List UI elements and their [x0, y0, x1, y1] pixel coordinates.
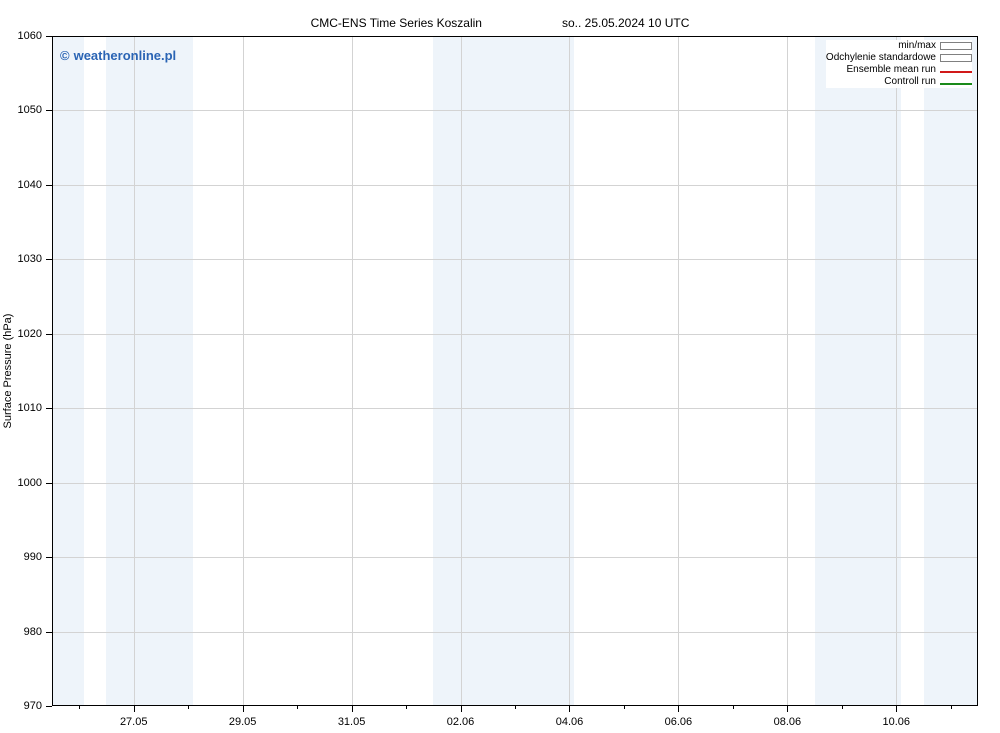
- gridline-h: [52, 259, 978, 260]
- x-tick-label: 29.05: [229, 716, 257, 728]
- gridline-v: [134, 36, 135, 706]
- legend-label: Ensemble mean run: [847, 64, 941, 76]
- gridline-h: [52, 334, 978, 335]
- legend-item: Ensemble mean run: [826, 64, 972, 76]
- x-tick: [134, 706, 135, 712]
- gridline-v: [896, 36, 897, 706]
- y-tick: [46, 185, 52, 186]
- x-tick-label: 06.06: [665, 716, 693, 728]
- weekend-band: [924, 36, 978, 706]
- weekend-band: [815, 36, 901, 706]
- x-tick-minor: [297, 706, 298, 709]
- x-tick-label: 10.06: [883, 716, 911, 728]
- y-tick-label: 970: [0, 700, 42, 712]
- y-tick-label: 1060: [0, 30, 42, 42]
- y-tick: [46, 557, 52, 558]
- x-tick-label: 04.06: [556, 716, 584, 728]
- y-tick: [46, 334, 52, 335]
- y-tick: [46, 259, 52, 260]
- chart-title-right: so.. 25.05.2024 10 UTC: [562, 16, 689, 30]
- y-tick: [46, 110, 52, 111]
- watermark-text: weatheronline.pl: [74, 48, 177, 63]
- legend-label: Controll run: [884, 76, 940, 88]
- y-tick-label: 1050: [0, 104, 42, 116]
- legend-swatch: [940, 71, 972, 73]
- legend-item: Controll run: [826, 76, 972, 88]
- gridline-v: [352, 36, 353, 706]
- weekend-band: [52, 36, 84, 706]
- x-tick-label: 02.06: [447, 716, 475, 728]
- gridline-h: [52, 110, 978, 111]
- legend-item: min/max: [826, 40, 972, 52]
- gridline-v: [243, 36, 244, 706]
- x-tick-minor: [842, 706, 843, 709]
- y-tick-label: 1040: [0, 179, 42, 191]
- gridline-v: [461, 36, 462, 706]
- y-axis-title: Surface Pressure (hPa): [2, 314, 14, 429]
- gridline-h: [52, 483, 978, 484]
- gridline-h: [52, 408, 978, 409]
- legend-swatch: [940, 42, 972, 50]
- x-tick-minor: [79, 706, 80, 709]
- plot-area: [52, 36, 978, 706]
- y-tick: [46, 632, 52, 633]
- legend-label: Odchylenie standardowe: [826, 52, 940, 64]
- weekend-band: [106, 36, 192, 706]
- chart-title: CMC-ENS Time Series Koszalin so.. 25.05.2…: [0, 16, 1000, 30]
- gridline-h: [52, 185, 978, 186]
- x-tick-minor: [515, 706, 516, 709]
- y-tick-label: 990: [0, 551, 42, 563]
- y-tick: [46, 483, 52, 484]
- gridline-h: [52, 632, 978, 633]
- gridline-v: [678, 36, 679, 706]
- x-tick-minor: [733, 706, 734, 709]
- x-tick: [569, 706, 570, 712]
- y-tick-label: 980: [0, 626, 42, 638]
- copyright-icon: ©: [60, 48, 70, 63]
- x-tick: [896, 706, 897, 712]
- watermark: © weatheronline.pl: [60, 48, 176, 63]
- gridline-h: [52, 557, 978, 558]
- x-tick: [678, 706, 679, 712]
- x-tick-minor: [951, 706, 952, 709]
- chart-title-left: CMC-ENS Time Series Koszalin: [311, 16, 482, 30]
- x-tick-minor: [406, 706, 407, 709]
- y-tick: [46, 408, 52, 409]
- x-tick: [461, 706, 462, 712]
- x-tick: [352, 706, 353, 712]
- legend: min/maxOdchylenie standardoweEnsemble me…: [826, 40, 972, 88]
- y-tick: [46, 36, 52, 37]
- legend-label: min/max: [898, 40, 940, 52]
- legend-swatch: [940, 54, 972, 62]
- x-tick-label: 31.05: [338, 716, 366, 728]
- x-tick: [787, 706, 788, 712]
- x-tick-minor: [624, 706, 625, 709]
- x-tick-minor: [188, 706, 189, 709]
- gridline-v: [569, 36, 570, 706]
- weekend-band: [433, 36, 574, 706]
- x-tick: [243, 706, 244, 712]
- legend-swatch: [940, 83, 972, 85]
- y-tick-label: 1030: [0, 253, 42, 265]
- legend-item: Odchylenie standardowe: [826, 52, 972, 64]
- y-tick: [46, 706, 52, 707]
- x-tick-label: 27.05: [120, 716, 148, 728]
- gridline-v: [787, 36, 788, 706]
- x-tick-label: 08.06: [774, 716, 802, 728]
- y-tick-label: 1000: [0, 477, 42, 489]
